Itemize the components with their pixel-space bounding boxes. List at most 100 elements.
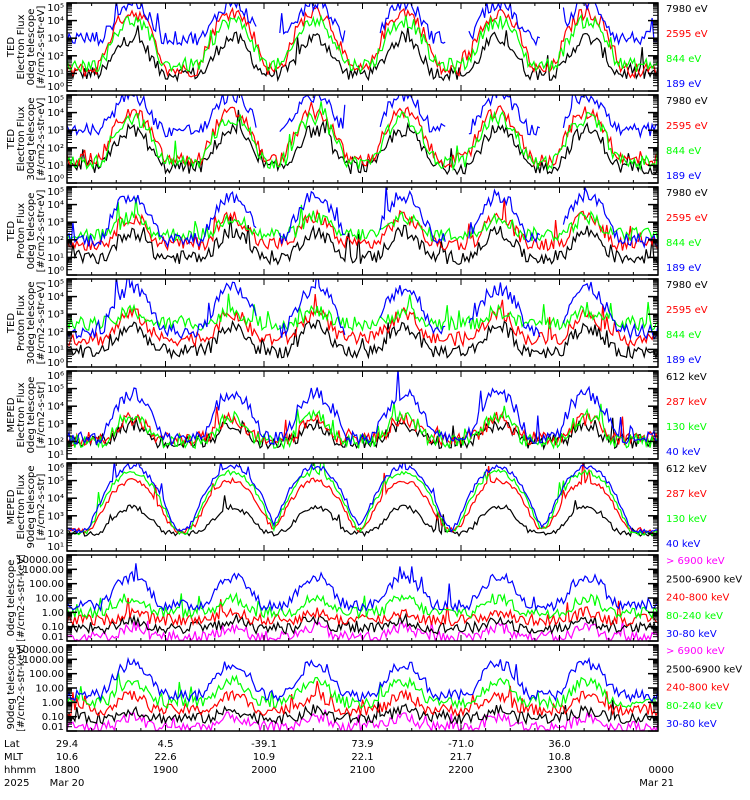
y-axis-title-line: [#/cm2-s-str]: [36, 381, 47, 448]
x-axis-value: 2100: [350, 765, 375, 776]
series-189-ev: [67, 187, 658, 249]
legend-label: 844 eV: [666, 54, 701, 65]
legend-label: 30-80 keV: [666, 629, 717, 640]
y-tick-label: 10³: [47, 218, 64, 229]
y-tick-label: 10²: [47, 437, 64, 448]
legend-label: 240-800 keV: [666, 683, 730, 694]
y-tick-label: 100.00: [29, 669, 64, 680]
y-tick-label: 10¹: [47, 542, 64, 553]
y-axis-title-line: 0deg telescope: [26, 193, 37, 270]
y-tick-label: 10.00: [35, 684, 64, 695]
legend-label: 189 eV: [666, 263, 701, 274]
x-axis-value: 22.1: [351, 752, 373, 763]
series-80-240-kev: [67, 671, 658, 710]
plot-frame: [66, 94, 659, 184]
y-tick-label: 10⁰: [47, 358, 64, 369]
y-tick-label: 10⁵: [47, 3, 64, 14]
y-tick-label: 0.01: [42, 632, 64, 643]
legend-label: 130 keV: [666, 514, 707, 525]
legend-label: 7980 eV: [666, 4, 708, 15]
panel-7: 0.010.10 1.00 10.00 100.00 1000.0010000.000d…: [6, 554, 742, 643]
y-axis-title-line: TED: [6, 129, 17, 150]
y-tick-label: 10¹: [47, 450, 64, 461]
y-axis-title-line: [#/cm2-s-str-eV]: [36, 6, 47, 89]
legend-label: 612 keV: [666, 372, 707, 383]
y-axis-title-line: [#/cm2-s-str-eV]: [36, 282, 47, 365]
y-axis-title-line: [#/cm2-s-str-keV]: [16, 644, 27, 732]
y-axis-title-line: [#/cm2-s-str-keV]: [16, 554, 27, 642]
plot-frame: [66, 370, 659, 460]
legend-label: 844 eV: [666, 330, 701, 341]
y-axis-title-line: Electron Flux: [16, 14, 27, 79]
legend-label: 80-240 keV: [666, 611, 723, 622]
x-axis-value: 2000: [251, 765, 276, 776]
series-30-80-kev: [67, 656, 658, 703]
x-axis-value: 0000: [649, 765, 674, 776]
traces: [67, 563, 658, 641]
legend-label: 844 eV: [666, 146, 701, 157]
y-axis-title-line: Electron Flux: [16, 382, 27, 447]
legend-label: 189 eV: [666, 79, 701, 90]
x-axis-value: 2200: [448, 765, 473, 776]
y-tick-label: 10¹: [47, 345, 64, 356]
legend-label: 2500-6900 keV: [666, 574, 742, 585]
y-axis-title-line: 30deg telescope: [26, 97, 37, 180]
y-tick-label: 10⁰: [47, 82, 64, 93]
y-axis-title: 0deg telescope [#/cm2-s-str-keV]: [6, 554, 27, 642]
y-tick-label: 10⁵: [47, 95, 64, 106]
y-tick-label: 10⁵: [47, 476, 64, 487]
x-row-label: Lat: [4, 739, 20, 750]
legend-label: 2595 eV: [666, 121, 708, 132]
y-tick-label: 1000.00: [23, 565, 64, 576]
legend-label: 7980 eV: [666, 280, 708, 291]
y-axis-title-line: Electron Flux: [16, 106, 27, 171]
series-40-kev: [67, 463, 658, 534]
y-tick-label: 10³: [47, 511, 64, 522]
y-axis-title-line: [#/cm2-s-str]: [36, 473, 47, 540]
plot-frame: [66, 462, 659, 552]
y-tick-label: 10⁴: [47, 292, 64, 303]
y-axis-title-line: [#/cm2-s-str-eV]: [36, 190, 47, 273]
series-7980-ev: [67, 319, 658, 360]
x-axis-value: 10.9: [253, 752, 275, 763]
y-axis-title-line: [#/cm2-s-str-eV]: [36, 98, 47, 181]
y-tick-label: 10³: [47, 34, 64, 45]
y-tick-label: 10³: [47, 126, 64, 137]
legend-label: 80-240 keV: [666, 701, 723, 712]
legend-label: 2595 eV: [666, 29, 708, 40]
series-240-800-kev: [67, 680, 658, 717]
legend-label: 40 keV: [666, 447, 700, 458]
y-axis-title: MEPED Electron Flux 0deg telescope [#/cm2-s…: [6, 377, 47, 454]
y-axis-title-line: Proton Flux: [16, 203, 27, 259]
traces: [67, 656, 658, 731]
traces: [67, 279, 658, 360]
y-axis-title-line: 30deg telescope: [26, 281, 37, 364]
legend-label: > 6900 keV: [666, 556, 725, 567]
series-7980-ev: [67, 25, 658, 83]
series-7980-ev: [67, 216, 658, 266]
y-axis-title: TED Proton Flux 0deg telescope [#/cm2-s-str…: [6, 190, 47, 273]
y-tick-label: 10¹: [47, 253, 64, 264]
series-2595-ev: [67, 198, 658, 252]
y-tick-label: 10.00: [35, 594, 64, 605]
series-2595-ev: [67, 3, 658, 79]
y-tick-label: 1.00: [42, 608, 64, 619]
x-axis-value: Mar 20: [50, 778, 85, 789]
y-axis-title: TED Proton Flux 30deg telescope [#/cm2-s-st…: [6, 281, 47, 365]
y-tick-label: 10²: [47, 529, 64, 540]
series-189-ev: [67, 279, 658, 341]
y-tick-label: 10²: [47, 51, 64, 62]
x-axis-value: 10.6: [56, 752, 78, 763]
legend-label: 240-800 keV: [666, 593, 730, 604]
y-tick-label: 0.10: [42, 712, 64, 723]
x-axis-value: 10.8: [548, 752, 570, 763]
x-axis-value: 73.9: [351, 739, 373, 750]
series-80-240-kev: [67, 591, 658, 621]
legend-label: 130 keV: [666, 422, 707, 433]
series-612-kev: [67, 495, 658, 538]
y-tick-label: 10⁵: [47, 279, 64, 290]
series-2595-ev: [67, 294, 658, 348]
